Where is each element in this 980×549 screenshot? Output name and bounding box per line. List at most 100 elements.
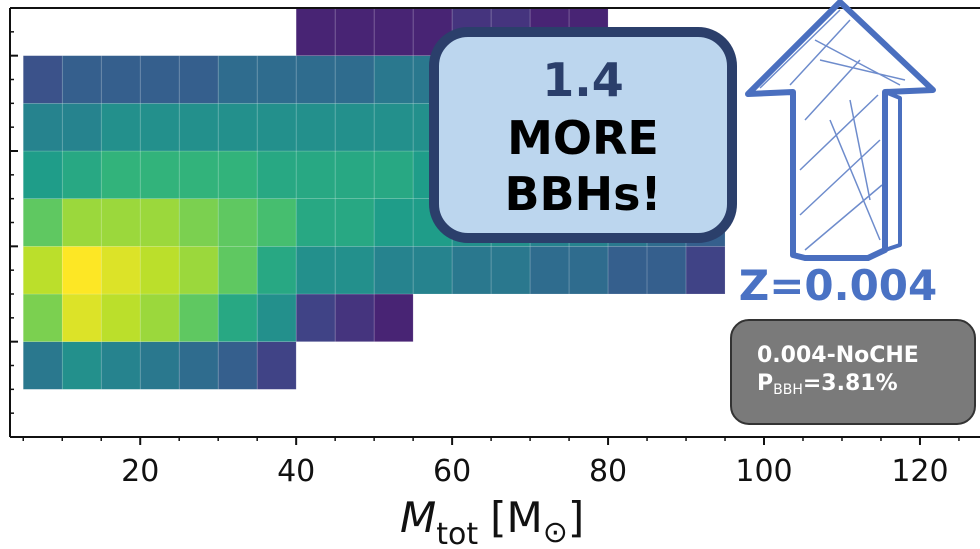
heatmap-cell [646, 246, 687, 295]
heatmap-cell [217, 198, 258, 247]
heatmap-cell [100, 150, 141, 199]
heatmap-cell [61, 198, 102, 247]
heatmap-cell [451, 246, 492, 295]
arrow-sketch [745, 0, 936, 261]
heatmap-cell [100, 246, 141, 295]
heatmap-cell [256, 293, 297, 342]
heatmap-cell [22, 55, 63, 104]
heatmap-cell [61, 246, 102, 295]
heatmap-cell [334, 150, 375, 199]
heatmap-cell [61, 55, 102, 104]
heatmap-cell [334, 55, 375, 104]
heatmap-cell [412, 246, 453, 295]
heatmap-cell [295, 150, 336, 199]
heatmap-cell [139, 150, 180, 199]
heatmap-cell [178, 150, 219, 199]
heatmap-cell [256, 246, 297, 295]
heatmap-cell [61, 341, 102, 390]
heatmap-cell [373, 293, 414, 342]
heatmap-cell [529, 246, 570, 295]
heatmap-cell [334, 198, 375, 247]
x-tick-label: 100 [735, 454, 792, 489]
heatmap-cell [217, 341, 258, 390]
heatmap-cell [217, 293, 258, 342]
heatmap-cell [22, 198, 63, 247]
heatmap-cell [295, 198, 336, 247]
x-tick-label: 20 [121, 454, 159, 489]
info-box: 0.004-NoCHE PBBH=3.81% [730, 319, 976, 425]
x-label-sub: tot [436, 517, 478, 549]
heatmap-cell [256, 103, 297, 152]
heatmap-cell [295, 246, 336, 295]
x-label-symbol: M [400, 493, 436, 542]
heatmap-cell [217, 55, 258, 104]
heatmap-cell [22, 246, 63, 295]
heatmap-cell [295, 293, 336, 342]
heatmap-cell [61, 103, 102, 152]
heatmap-cell [178, 55, 219, 104]
heatmap-cell [373, 150, 414, 199]
heatmap-cell [100, 198, 141, 247]
heatmap-cell [334, 103, 375, 152]
heatmap-cell [217, 103, 258, 152]
heatmap-cell [100, 103, 141, 152]
prob-value: =3.81% [803, 371, 898, 396]
heatmap-cell [256, 55, 297, 104]
heatmap-cell [178, 198, 219, 247]
heatmap-cell [256, 150, 297, 199]
metallicity-label: Z=0.004 [739, 261, 938, 310]
heatmap-cell [607, 246, 648, 295]
heatmap-cell [178, 293, 219, 342]
callout: 1.4 MORE BBHs! [429, 27, 737, 243]
callout-line: BBHs! [505, 167, 662, 221]
heatmap-cell [139, 55, 180, 104]
heatmap-cell [334, 7, 375, 56]
heatmap-cell [256, 198, 297, 247]
heatmap-cell [373, 7, 414, 56]
info-probability: PBBH=3.81% [757, 371, 898, 398]
heatmap-cell [217, 150, 258, 199]
heatmap-cell [178, 103, 219, 152]
heatmap-cell [139, 198, 180, 247]
heatmap-cell [139, 103, 180, 152]
heatmap-cell [685, 246, 726, 295]
heatmap-cell [178, 341, 219, 390]
heatmap-cell [61, 293, 102, 342]
x-tick-label: 120 [891, 454, 948, 489]
heatmap-cell [217, 246, 258, 295]
x-label-unit-close: ] [568, 493, 584, 542]
heatmap-cell [334, 293, 375, 342]
x-tick-label: 60 [433, 454, 471, 489]
heatmap-cell [295, 7, 336, 56]
prob-sub: BBH [773, 382, 803, 398]
x-tick-label: 80 [589, 454, 627, 489]
heatmap-cell [334, 246, 375, 295]
x-axis-label: Mtot [M⊙] [400, 493, 584, 549]
heatmap-cell [256, 341, 297, 390]
heatmap-cell [22, 103, 63, 152]
callout-box [429, 27, 737, 243]
info-box-bg [730, 319, 976, 425]
heatmap-cell [373, 246, 414, 295]
heatmap-cell [22, 293, 63, 342]
heatmap-cell [139, 341, 180, 390]
ticks: 20 40 60 80 100 120 [10, 31, 960, 489]
heatmap-cell [373, 103, 414, 152]
x-label-unit: [M [490, 493, 543, 542]
heatmap-cell [295, 55, 336, 104]
heatmap-cell [100, 293, 141, 342]
heatmap-cell [22, 150, 63, 199]
callout-line: 1.4 [542, 53, 624, 107]
info-model: 0.004-NoCHE [757, 343, 919, 368]
heatmap-cell [139, 246, 180, 295]
heatmap-cell [178, 246, 219, 295]
heatmap-cell [100, 341, 141, 390]
callout-line: MORE [507, 111, 659, 165]
prob-symbol: P [757, 371, 773, 396]
x-label-unit-sub: ⊙ [543, 515, 568, 549]
heatmap-cell [100, 55, 141, 104]
heatmap-cell [61, 150, 102, 199]
x-tick-label: 40 [277, 454, 315, 489]
heatmap-cell [22, 341, 63, 390]
